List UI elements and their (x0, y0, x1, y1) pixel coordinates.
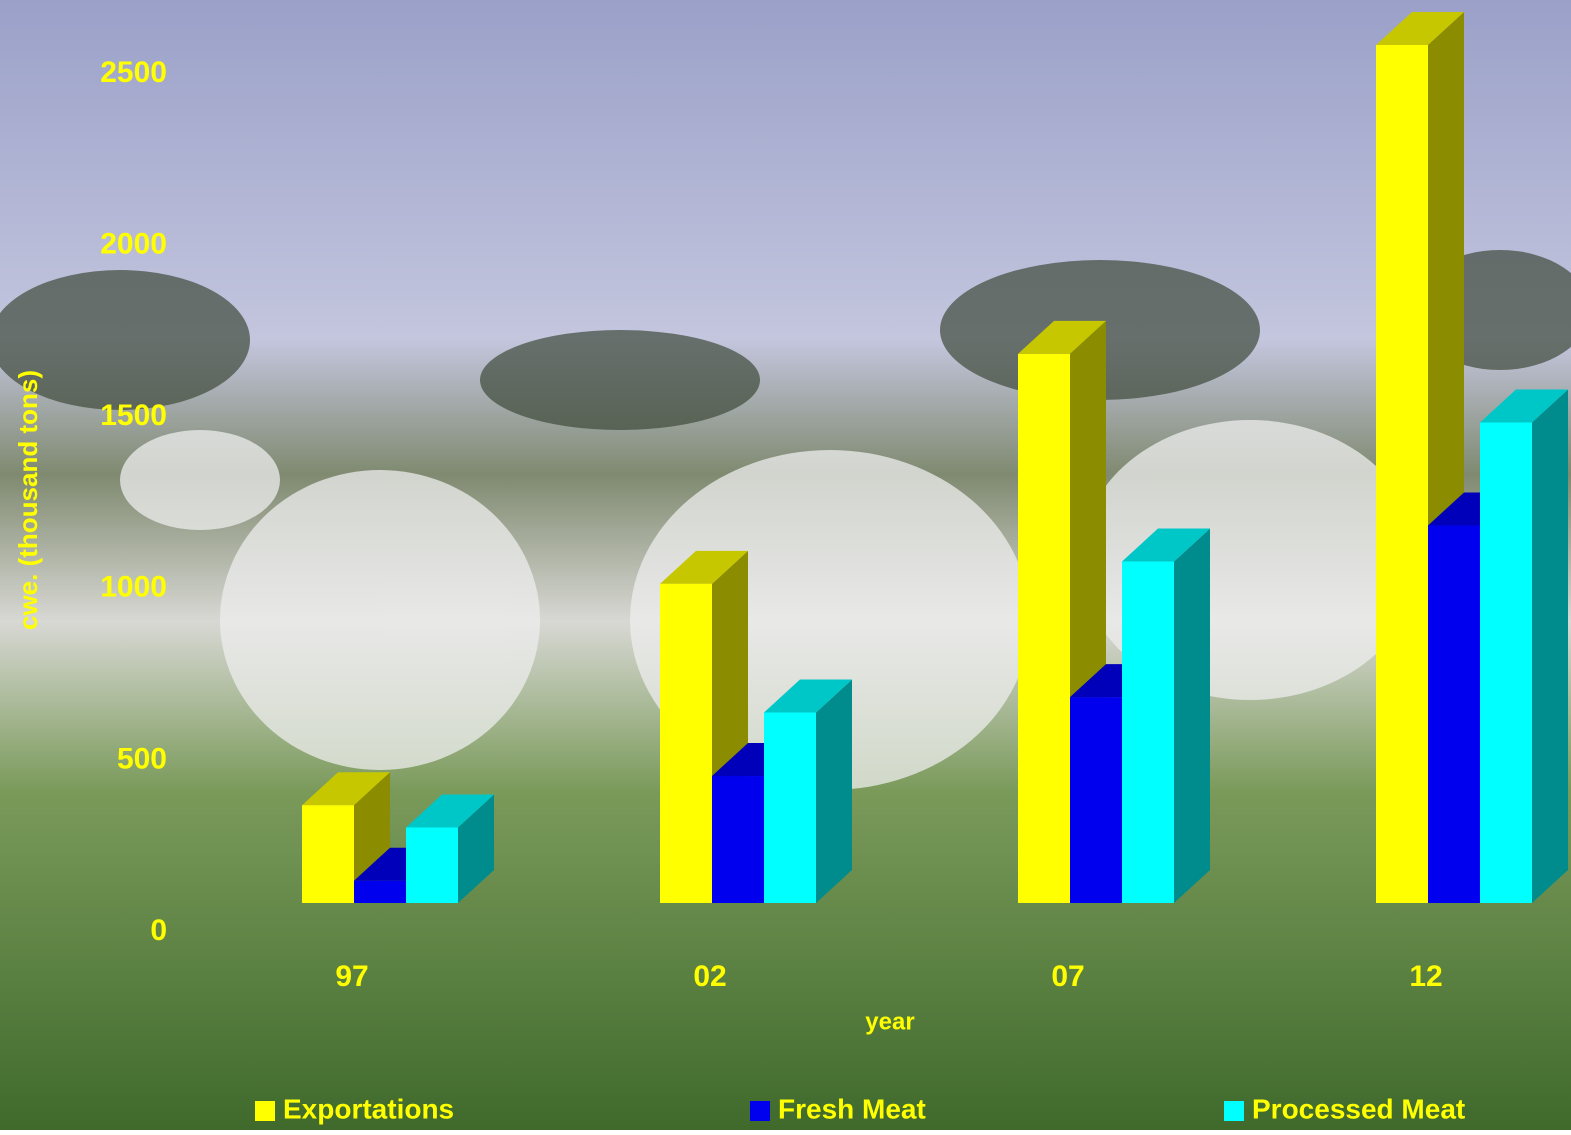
bar (406, 827, 458, 903)
bar-top (1376, 12, 1464, 45)
bar (1480, 422, 1532, 903)
y-tick-label: 2500 (100, 56, 167, 89)
y-tick-label: 2000 (100, 228, 167, 261)
bar (1376, 45, 1428, 903)
bar (1428, 525, 1480, 903)
bar-top (1122, 528, 1210, 562)
bar (1070, 697, 1122, 903)
y-axis-title: cwe. (thousand tons) (13, 370, 43, 630)
bar-side (1532, 389, 1568, 903)
bar (764, 712, 816, 903)
x-tick-label: 12 (1409, 960, 1442, 993)
bar (1018, 353, 1070, 903)
bar-top (406, 794, 494, 828)
x-tick-label: 07 (1051, 960, 1084, 993)
bar (712, 776, 764, 903)
bar-side (1174, 528, 1210, 903)
y-tick-label: 1500 (100, 399, 167, 432)
bar-top (660, 550, 748, 584)
x-tick-label: 97 (335, 960, 368, 993)
x-tick-label: 02 (693, 960, 726, 993)
bar (354, 880, 406, 903)
bar-top (1480, 389, 1568, 423)
y-tick-label: 500 (117, 742, 167, 775)
legend-swatch (1224, 1101, 1244, 1121)
legend-label: Fresh Meat (778, 1093, 926, 1124)
bar-top (1018, 320, 1106, 354)
bar-top (302, 772, 390, 806)
bar (302, 805, 354, 903)
x-axis-title: year (865, 1008, 914, 1035)
y-tick-label: 1000 (100, 571, 167, 604)
bar-side (458, 794, 494, 903)
legend-swatch (750, 1101, 770, 1121)
legend-label: Processed Meat (1252, 1093, 1465, 1124)
legend-label: Exportations (283, 1093, 454, 1124)
legend-swatch (255, 1101, 275, 1121)
bar-top (764, 679, 852, 713)
bar-side (816, 679, 852, 903)
bar (660, 583, 712, 903)
bar (1122, 561, 1174, 903)
y-tick-label: 0 (150, 914, 167, 947)
